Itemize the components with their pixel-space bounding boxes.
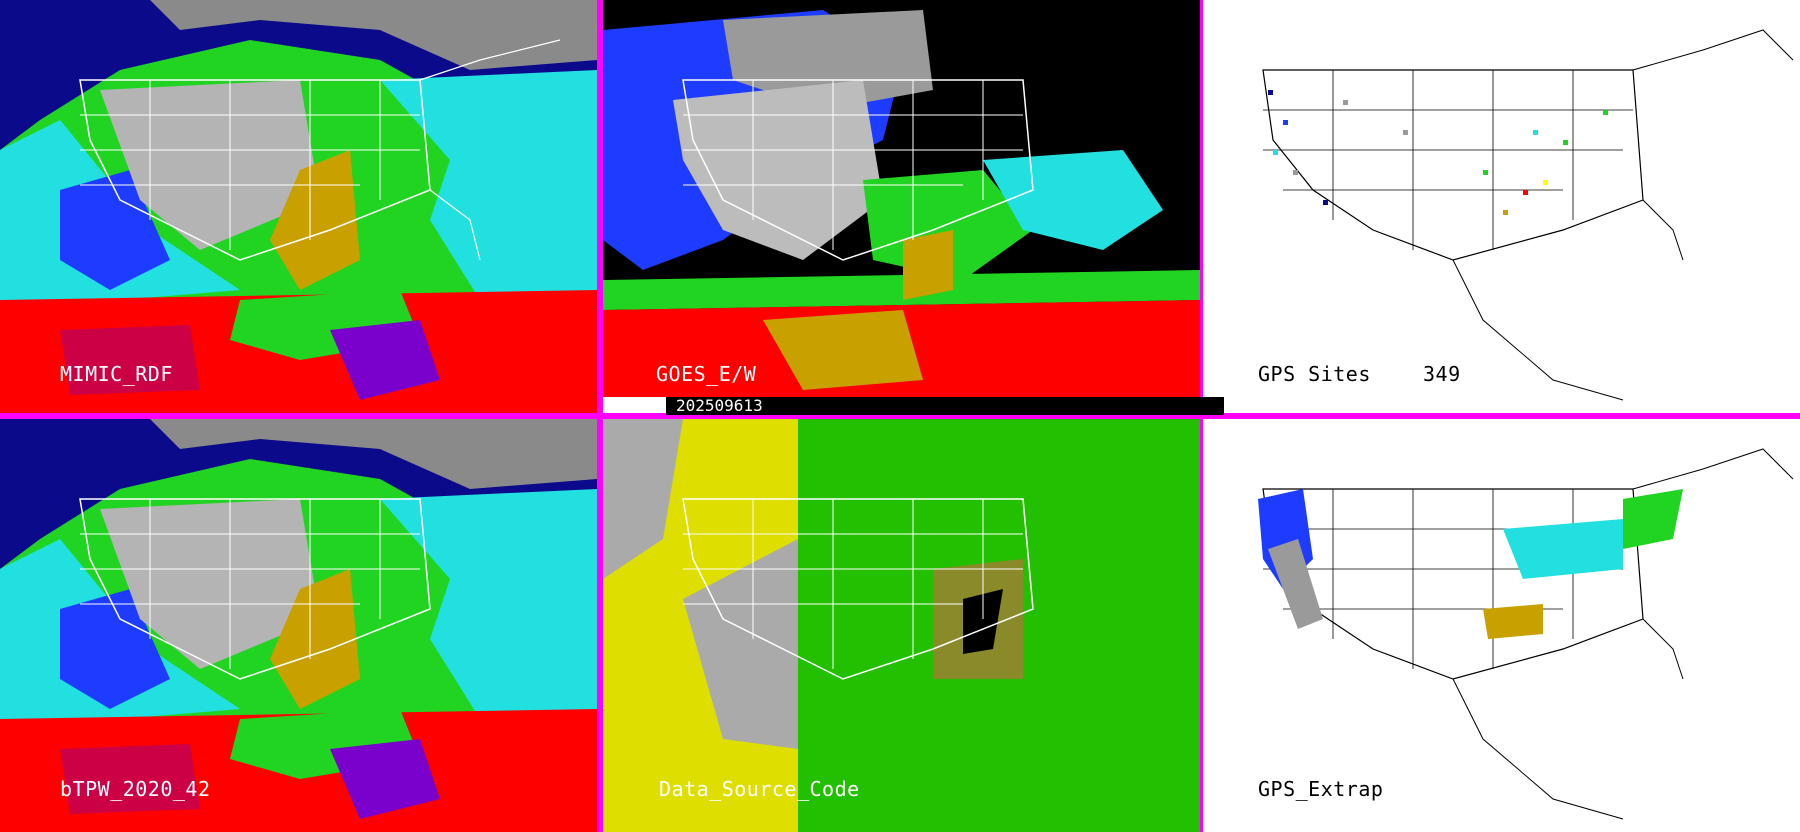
mimic-rdf-map bbox=[0, 0, 597, 413]
gps-sites-panel: GPS Sites 349 bbox=[1203, 0, 1800, 413]
timestamp-text: 202509613 bbox=[676, 396, 763, 415]
data-source-label: Data_Source_Code bbox=[659, 777, 860, 801]
goes-ew-panel: GOES_E/W bbox=[603, 0, 1200, 397]
goes-ew-label: GOES_E/W bbox=[656, 362, 757, 386]
gps-sites-map bbox=[1203, 0, 1800, 413]
timestamp-bar: 202509613 bbox=[666, 397, 1224, 415]
data-source-map bbox=[603, 419, 1200, 832]
btpw-panel: bTPW_2020_42 bbox=[0, 419, 597, 832]
gps-extrap-map bbox=[1203, 419, 1800, 832]
horizontal-divider bbox=[0, 413, 1800, 419]
mimic-rdf-label: MIMIC_RDF bbox=[60, 362, 173, 386]
gps-extrap-panel: GPS_Extrap bbox=[1203, 419, 1800, 832]
btpw-map bbox=[0, 419, 597, 832]
btpw-label: bTPW_2020_42 bbox=[60, 777, 211, 801]
data-source-panel: Data_Source_Code bbox=[603, 419, 1200, 832]
goes-ew-map bbox=[603, 0, 1200, 397]
gps-sites-count: 349 bbox=[1423, 362, 1461, 386]
gps-extrap-label: GPS_Extrap bbox=[1258, 777, 1384, 801]
mimic-rdf-panel: MIMIC_RDF bbox=[0, 0, 597, 413]
gps-sites-label: GPS Sites bbox=[1258, 362, 1371, 386]
